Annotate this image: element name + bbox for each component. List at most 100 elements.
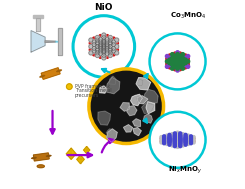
Circle shape <box>108 44 112 49</box>
Circle shape <box>182 138 184 141</box>
Circle shape <box>102 43 106 47</box>
Circle shape <box>187 137 190 140</box>
Circle shape <box>95 51 99 55</box>
Circle shape <box>109 42 112 45</box>
Circle shape <box>176 143 179 146</box>
Circle shape <box>189 142 193 145</box>
Circle shape <box>179 54 182 57</box>
Circle shape <box>168 139 171 142</box>
Circle shape <box>182 134 184 137</box>
Circle shape <box>190 137 192 139</box>
Circle shape <box>163 140 166 143</box>
Circle shape <box>171 57 174 60</box>
Circle shape <box>176 63 179 67</box>
Circle shape <box>192 138 195 141</box>
Circle shape <box>171 54 174 58</box>
Circle shape <box>99 37 102 40</box>
Circle shape <box>99 53 102 56</box>
Circle shape <box>99 46 102 49</box>
Circle shape <box>182 138 184 141</box>
Circle shape <box>98 40 103 44</box>
Polygon shape <box>33 15 43 19</box>
Circle shape <box>166 139 168 141</box>
Polygon shape <box>146 102 155 114</box>
Circle shape <box>182 144 184 147</box>
Circle shape <box>174 144 176 146</box>
Circle shape <box>182 134 184 137</box>
Circle shape <box>182 141 184 144</box>
Circle shape <box>171 58 174 61</box>
Circle shape <box>190 139 192 142</box>
Circle shape <box>176 136 179 139</box>
Circle shape <box>181 67 184 70</box>
Circle shape <box>171 53 174 56</box>
Circle shape <box>171 139 174 142</box>
Circle shape <box>96 50 99 54</box>
Circle shape <box>179 52 182 55</box>
Circle shape <box>173 136 176 139</box>
Circle shape <box>99 49 102 52</box>
Circle shape <box>179 140 182 143</box>
Circle shape <box>173 56 177 60</box>
Circle shape <box>102 48 106 51</box>
Circle shape <box>176 137 179 139</box>
Circle shape <box>176 144 179 147</box>
Circle shape <box>171 141 174 144</box>
Circle shape <box>99 55 102 58</box>
Circle shape <box>176 59 179 62</box>
Circle shape <box>105 35 109 38</box>
Circle shape <box>184 136 187 139</box>
Circle shape <box>111 49 116 53</box>
Circle shape <box>179 63 182 65</box>
Polygon shape <box>66 148 76 159</box>
Circle shape <box>92 43 96 47</box>
Circle shape <box>179 136 182 139</box>
Circle shape <box>168 136 171 139</box>
Circle shape <box>168 139 171 142</box>
Circle shape <box>174 56 176 58</box>
Circle shape <box>174 139 176 142</box>
Circle shape <box>173 138 176 141</box>
Circle shape <box>96 42 99 45</box>
Circle shape <box>166 63 168 65</box>
Circle shape <box>187 142 189 144</box>
Circle shape <box>176 140 179 143</box>
Circle shape <box>166 137 168 139</box>
Circle shape <box>176 143 179 145</box>
Polygon shape <box>106 129 113 135</box>
Circle shape <box>176 54 179 56</box>
Text: NiO: NiO <box>94 3 112 12</box>
Circle shape <box>176 56 179 58</box>
Circle shape <box>176 139 179 141</box>
Circle shape <box>168 59 171 62</box>
Circle shape <box>187 143 190 146</box>
Circle shape <box>182 137 184 139</box>
Circle shape <box>179 135 182 138</box>
Circle shape <box>102 53 106 56</box>
Polygon shape <box>136 78 150 90</box>
Circle shape <box>179 144 181 146</box>
Circle shape <box>166 57 168 60</box>
Circle shape <box>168 138 171 141</box>
Circle shape <box>179 56 182 60</box>
Circle shape <box>187 139 190 143</box>
Circle shape <box>171 138 174 141</box>
Circle shape <box>179 59 182 62</box>
Circle shape <box>184 138 187 140</box>
Circle shape <box>181 53 184 56</box>
Circle shape <box>182 139 184 143</box>
Circle shape <box>168 56 172 60</box>
Circle shape <box>171 134 174 137</box>
Circle shape <box>173 143 176 146</box>
Circle shape <box>165 54 169 58</box>
Circle shape <box>184 140 187 143</box>
Circle shape <box>176 133 179 135</box>
Circle shape <box>168 140 171 143</box>
Circle shape <box>182 56 184 58</box>
Circle shape <box>176 56 179 60</box>
Circle shape <box>109 46 112 49</box>
Circle shape <box>171 143 174 146</box>
Circle shape <box>184 133 187 136</box>
Circle shape <box>163 135 166 138</box>
Circle shape <box>160 140 162 142</box>
